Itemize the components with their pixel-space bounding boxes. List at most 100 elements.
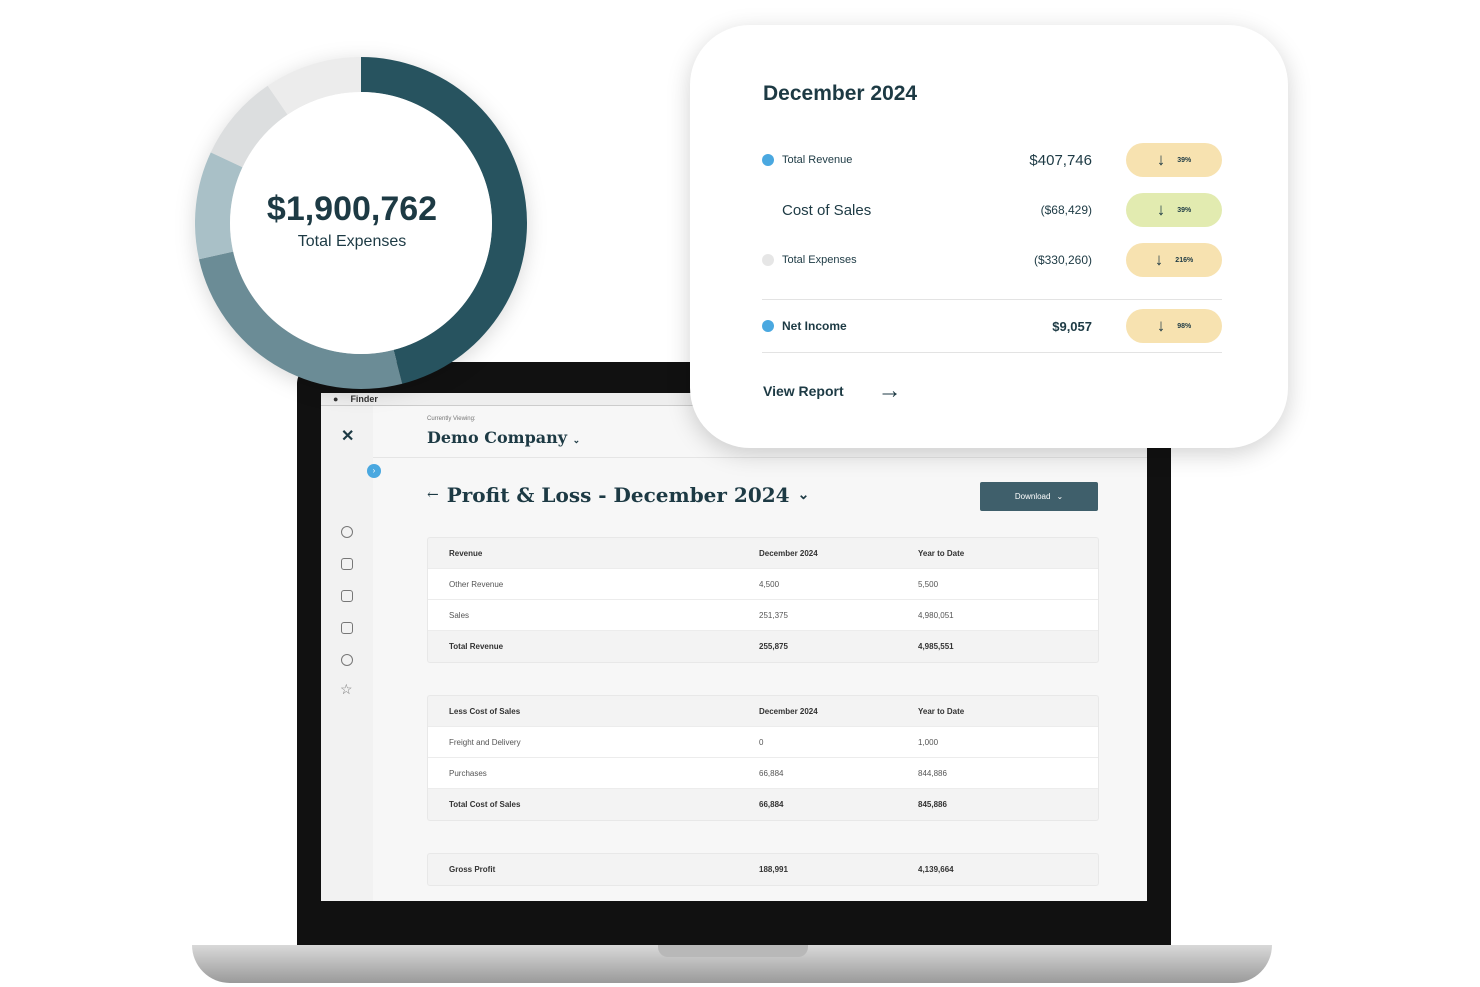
- back-arrow-icon[interactable]: ←: [427, 487, 439, 503]
- summary-card: December 2024 Total Revenue $407,746 ↓ 39…: [690, 25, 1288, 448]
- cell: 188,991: [759, 865, 788, 874]
- chevron-down-icon: ⌄: [572, 436, 581, 446]
- donut-value: $1,900,762: [266, 190, 438, 228]
- download-button[interactable]: Download ⌄: [980, 482, 1098, 511]
- row-label: Net Income: [782, 319, 847, 333]
- cell: 5,500: [918, 579, 939, 589]
- gross-profit-table: Gross Profit 188,991 4,139,664: [427, 853, 1099, 886]
- cell: Total Cost of Sales: [449, 800, 521, 809]
- table-header: Less Cost of Sales December 2024 Year to D…: [428, 696, 1098, 727]
- cell: 4,985,551: [918, 642, 954, 651]
- clock-icon[interactable]: [341, 558, 353, 570]
- total-row: Total Cost of Sales 66,884 845,886: [428, 789, 1098, 820]
- arrow-down-icon: ↓: [1156, 316, 1166, 335]
- donut-segment: [210, 85, 288, 168]
- sidebar: ✕ ☆: [321, 406, 373, 901]
- cell: Purchases: [449, 768, 487, 778]
- row-value: $9,057: [1052, 318, 1092, 334]
- donut-segment: [195, 152, 243, 260]
- change-value: 39%: [1177, 206, 1192, 214]
- cell: 66,884: [759, 768, 784, 778]
- divider: [762, 352, 1222, 353]
- total-row: Total Revenue 255,875 4,985,551: [428, 631, 1098, 662]
- arrow-down-icon: ↓: [1154, 250, 1164, 269]
- dollar-icon[interactable]: [341, 590, 353, 602]
- card-title: December 2024: [763, 82, 918, 105]
- cost-of-sales-table: Less Cost of Sales December 2024 Year to D…: [427, 695, 1099, 821]
- table-row[interactable]: Freight and Delivery 0 1,000: [428, 727, 1098, 758]
- header-cell: December 2024: [759, 548, 818, 558]
- expand-sidebar-icon[interactable]: ›: [367, 464, 381, 478]
- page-title-text: Profit & Loss - December 2024: [446, 483, 790, 507]
- arrow-right-icon: →: [877, 377, 902, 404]
- currently-viewing-label: Currently Viewing:: [427, 416, 476, 422]
- header-cell: Less Cost of Sales: [449, 706, 521, 716]
- table-row[interactable]: Purchases 66,884 844,886: [428, 758, 1098, 789]
- cell: 1,000: [918, 737, 939, 747]
- table-header: Revenue December 2024 Year to Date: [428, 538, 1098, 569]
- cell: 844,886: [918, 768, 947, 778]
- cell: Sales: [449, 610, 470, 620]
- donut-segment: [198, 251, 403, 389]
- report-icon[interactable]: [341, 622, 353, 634]
- cell: 4,139,664: [918, 865, 954, 874]
- row-label: Total Revenue: [782, 154, 853, 166]
- donut-segment: [361, 57, 527, 384]
- change-badge: ↓ 39%: [1126, 143, 1222, 177]
- star-icon[interactable]: ☆: [340, 681, 353, 697]
- summary-row: Total Expenses ($330,260) ↓ 216%: [762, 243, 1222, 277]
- divider: [373, 457, 1147, 458]
- row-value: $407,746: [1029, 151, 1092, 169]
- status-dot: [762, 320, 774, 332]
- page-title: ← Profit & Loss - December 2024 ⌄: [427, 483, 809, 507]
- cell: Total Revenue: [449, 642, 504, 651]
- laptop-screen: ● Finder ✕ ☆ › Currently Viewing: Demo Co…: [321, 393, 1147, 901]
- cell: 845,886: [918, 800, 947, 809]
- donut-center: $1,900,762 Total Expenses: [232, 190, 472, 251]
- header-cell: Year to Date: [918, 706, 965, 716]
- change-value: 39%: [1177, 156, 1192, 164]
- revenue-table: Revenue December 2024 Year to Date Other R…: [427, 537, 1099, 663]
- cell: 255,875: [759, 642, 788, 651]
- change-value: 216%: [1175, 256, 1194, 264]
- cell: 66,884: [759, 800, 784, 809]
- cell: 4,980,051: [918, 610, 954, 620]
- change-value: 98%: [1177, 322, 1192, 330]
- summary-row: Cost of Sales ($68,429) ↓ 39%: [762, 193, 1222, 227]
- chevron-down-icon: ⌄: [1056, 492, 1064, 501]
- download-label: Download: [1014, 492, 1051, 501]
- change-badge: ↓ 216%: [1126, 243, 1222, 277]
- row-label: Cost of Sales: [782, 201, 872, 219]
- change-badge: ↓ 39%: [1126, 193, 1222, 227]
- divider: [762, 299, 1222, 300]
- header-cell: Year to Date: [918, 548, 965, 558]
- apple-icon: ●: [333, 394, 339, 404]
- status-dot: [762, 154, 774, 166]
- view-report-label: View Report: [763, 383, 844, 399]
- row-value: ($330,260): [1033, 253, 1092, 267]
- header-cell: December 2024: [759, 706, 818, 716]
- refresh-icon[interactable]: [341, 526, 353, 538]
- company-name: Demo Company: [427, 428, 568, 447]
- arrow-down-icon: ↓: [1156, 200, 1166, 219]
- arrow-down-icon: ↓: [1156, 150, 1166, 169]
- cell: 0: [759, 737, 764, 747]
- table-row[interactable]: Other Revenue 4,500 5,500: [428, 569, 1098, 600]
- cell: Gross Profit: [449, 865, 496, 874]
- summary-row: Net Income $9,057 ↓ 98%: [762, 309, 1222, 343]
- view-report-link[interactable]: View Report →: [763, 377, 902, 405]
- cell: 251,375: [759, 610, 788, 620]
- table-row[interactable]: Sales 251,375 4,980,051: [428, 600, 1098, 631]
- cell: 4,500: [759, 579, 780, 589]
- company-selector[interactable]: Demo Company ⌄: [427, 428, 580, 447]
- user-icon[interactable]: [341, 654, 353, 666]
- menubar-finder[interactable]: Finder: [350, 394, 378, 404]
- status-dot: [762, 204, 774, 216]
- close-icon[interactable]: ✕: [341, 428, 355, 445]
- cell: Other Revenue: [449, 579, 504, 589]
- row-label: Total Expenses: [782, 254, 857, 266]
- change-badge: ↓ 98%: [1126, 309, 1222, 343]
- chevron-down-icon[interactable]: ⌄: [797, 487, 810, 503]
- laptop-notch: [658, 945, 808, 957]
- cell: Freight and Delivery: [449, 737, 521, 747]
